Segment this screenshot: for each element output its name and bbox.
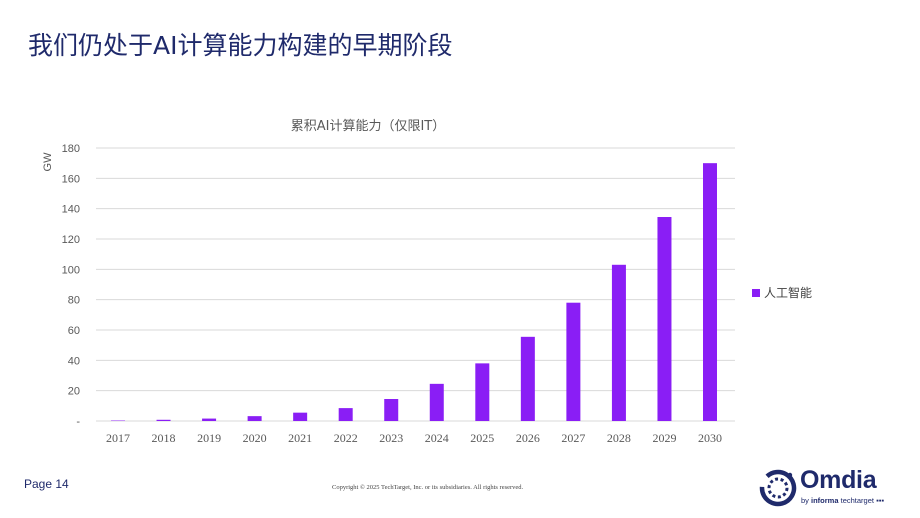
x-tick-label: 2030: [698, 431, 722, 445]
x-tick-label: 2023: [379, 431, 403, 445]
bar-2020: [247, 416, 262, 421]
x-tick-label: 2028: [607, 431, 631, 445]
omdia-wordmark: Omdia: [800, 466, 877, 494]
x-tick-label: 2027: [561, 431, 585, 445]
gridlines: [96, 147, 735, 422]
bar-2025: [475, 363, 490, 421]
x-tick-label: 2020: [243, 431, 267, 445]
legend-swatch: [752, 289, 760, 297]
x-tick-label: 2017: [106, 431, 130, 445]
bar-2027: [566, 302, 581, 421]
x-tick-label: 2024: [425, 431, 449, 445]
x-tick-label: 2019: [197, 431, 221, 445]
y-tick-label: 120: [62, 234, 80, 246]
legend-label: 人工智能: [764, 285, 812, 300]
tagline-brand: informa: [811, 496, 839, 505]
y-tick-label: 160: [62, 173, 80, 185]
bar-2021: [293, 412, 308, 421]
bar-2023: [384, 399, 399, 421]
omdia-tagline: by informa techtarget ▪▪▪: [801, 496, 885, 505]
y-tick-label: 20: [68, 386, 80, 398]
omdia-logo: Omdia by informa techtarget ▪▪▪: [758, 466, 908, 508]
bars: [111, 163, 717, 421]
tagline-suffix: techtarget: [838, 496, 874, 505]
x-tick-label: 2025: [470, 431, 494, 445]
x-tick-label: 2026: [516, 431, 540, 445]
y-tick-label: -: [76, 416, 80, 428]
bar-2019: [202, 418, 217, 421]
y-tick-label: 100: [62, 264, 80, 276]
y-tick-labels: - 20 40 60 80 100 120 140 160 180: [62, 143, 81, 428]
omdia-logo-mark-icon: [759, 469, 797, 507]
legend: 人工智能: [752, 285, 812, 300]
chart-title: 累积AI计算能力（仅限IT）: [291, 119, 446, 134]
y-tick-label: 180: [62, 143, 80, 155]
y-tick-label: 80: [68, 295, 80, 307]
bar-2029: [657, 217, 672, 421]
y-tick-label: 40: [68, 355, 80, 367]
x-tick-labels: 2017 2018 2019 2020 2021 2022 2023 2024 2025 2026…: [106, 431, 722, 445]
page-number: Page 14: [24, 477, 69, 491]
x-tick-label: 2018: [152, 431, 176, 445]
tagline-prefix: by: [801, 496, 812, 505]
copyright-notice: Copyright © 2025 TechTarget, Inc. or its…: [332, 484, 524, 491]
slide-title: 我们仍处于AI计算能力构建的早期阶段: [28, 31, 453, 60]
y-tick-label: 140: [62, 204, 80, 216]
y-axis-label: GW: [42, 152, 54, 172]
bar-2022: [338, 408, 353, 421]
bar-2024: [429, 383, 444, 421]
x-tick-label: 2022: [334, 431, 358, 445]
y-tick-label: 60: [68, 325, 80, 337]
bar-2026: [520, 336, 535, 421]
bar-2018: [156, 419, 171, 421]
x-tick-label: 2029: [652, 431, 676, 445]
bar-2030: [703, 163, 717, 421]
x-tick-label: 2021: [288, 431, 312, 445]
bar-2028: [611, 264, 626, 421]
